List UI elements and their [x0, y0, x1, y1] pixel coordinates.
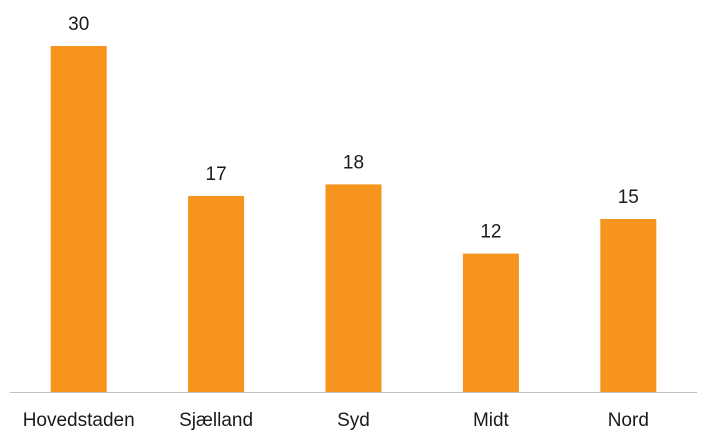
- category-labels-layer: Hovedstaden Sjælland Syd Midt Nord: [23, 410, 649, 431]
- bar-3: [462, 253, 519, 392]
- category-label-0: Hovedstaden: [23, 410, 135, 431]
- category-label-4: Nord: [608, 410, 649, 431]
- category-label-2: Syd: [337, 410, 370, 431]
- data-label-0: 30: [68, 14, 89, 35]
- bar-4: [600, 219, 657, 392]
- data-label-4: 15: [618, 187, 639, 208]
- category-label-1: Sjælland: [179, 410, 253, 431]
- bars-layer: [50, 46, 657, 392]
- data-labels-layer: 30 17 18 12 15: [68, 14, 639, 243]
- bar-2: [325, 184, 382, 392]
- data-label-1: 17: [206, 164, 227, 185]
- category-label-3: Midt: [473, 410, 510, 431]
- data-label-2: 18: [343, 152, 364, 173]
- data-label-3: 12: [480, 222, 501, 243]
- bar-0: [50, 46, 107, 392]
- bar-1: [188, 195, 245, 392]
